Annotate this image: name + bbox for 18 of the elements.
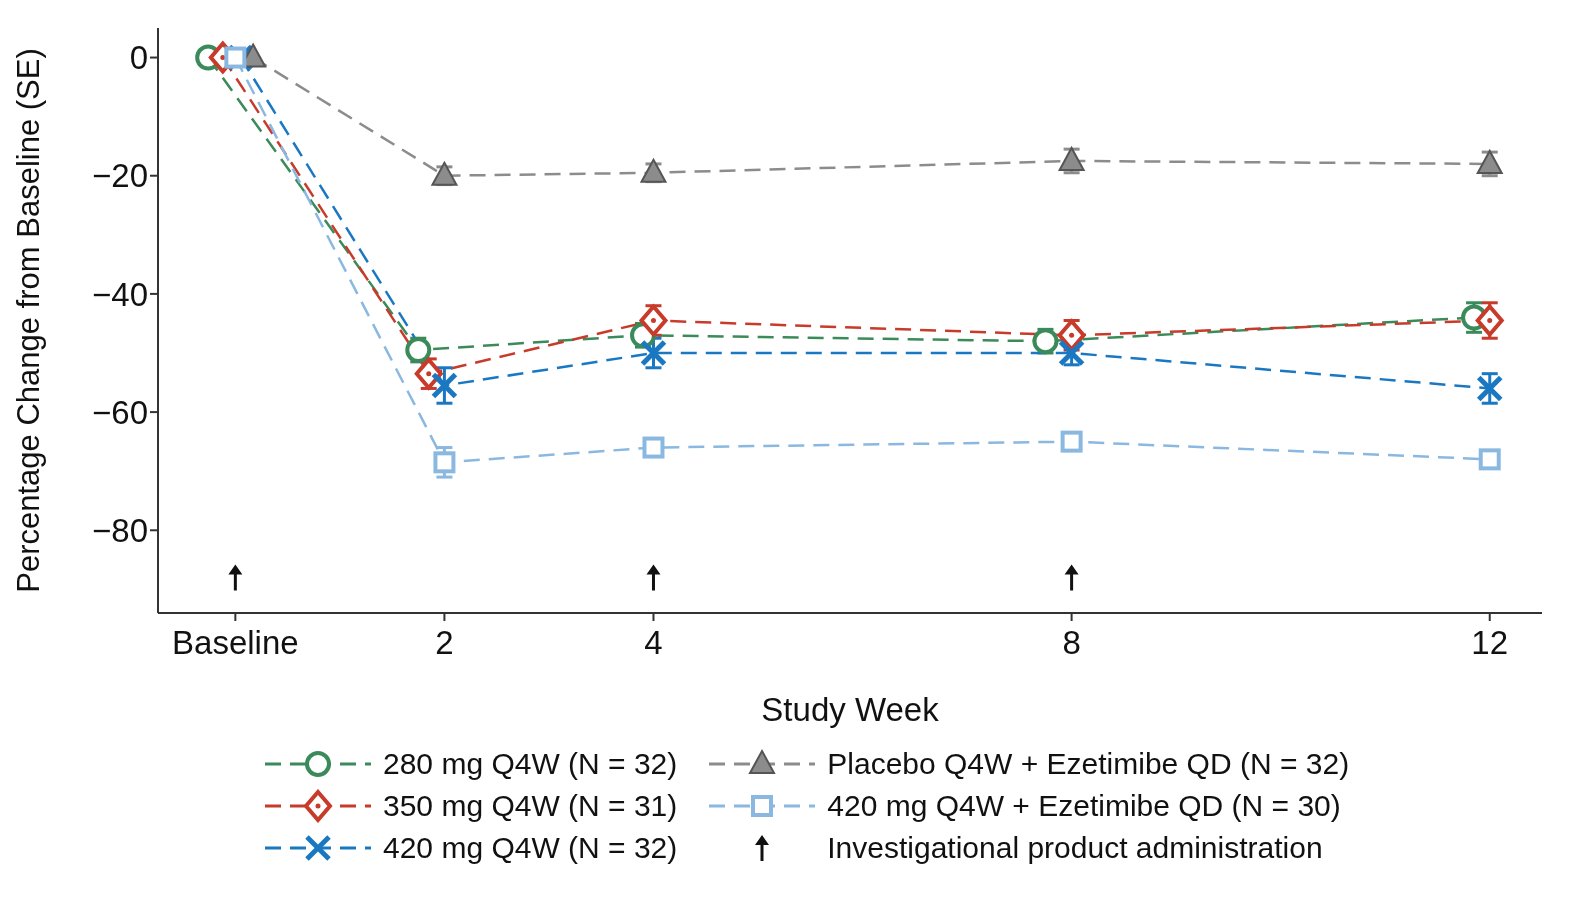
x-tick-label: 12	[1471, 624, 1509, 662]
y-tick-label: −80	[92, 511, 148, 549]
x-tick-label: 4	[644, 624, 663, 662]
legend-label: 420 mg Q4W (N = 32)	[383, 831, 678, 865]
x-axis-title: Study Week	[761, 691, 940, 728]
y-tick-label: −60	[92, 393, 148, 431]
legend-label: 280 mg Q4W (N = 32)	[383, 747, 678, 781]
x-tick-label: 2	[435, 624, 454, 662]
legend-label: 420 mg Q4W + Ezetimibe QD (N = 30)	[827, 789, 1341, 823]
y-tick-label: −20	[92, 157, 148, 195]
x-tick-label: 8	[1062, 624, 1081, 662]
legend-label: Investigational product administration	[827, 831, 1323, 865]
legend-label: 350 mg Q4W (N = 31)	[383, 789, 678, 823]
legend-label: Placebo Q4W + Ezetimibe QD (N = 32)	[827, 747, 1350, 781]
y-axis-title: Percentage Change from Baseline (SE)	[11, 48, 47, 593]
y-tick-label: 0	[129, 39, 148, 77]
x-tick-label: Baseline	[172, 624, 299, 662]
y-tick-label: −40	[92, 275, 148, 313]
